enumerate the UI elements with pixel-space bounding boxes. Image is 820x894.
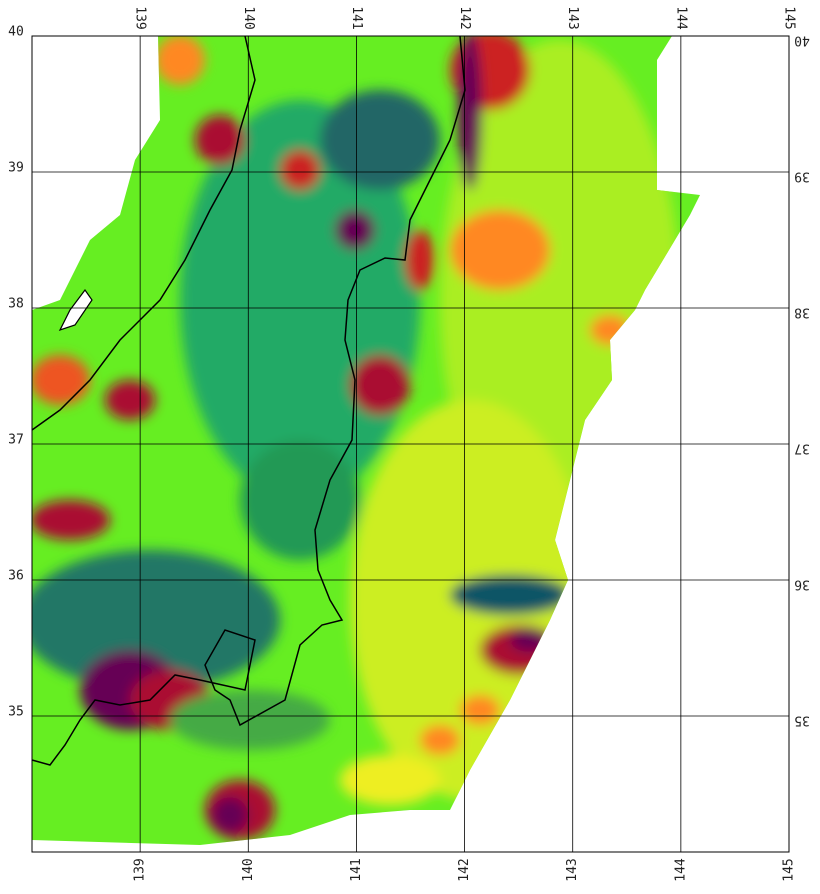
lat-label-right: 39	[794, 169, 810, 184]
lat-label-left: 40	[8, 25, 24, 40]
lat-label-right: 35	[794, 713, 810, 728]
anomaly-field	[32, 36, 700, 845]
coastline	[31, 35, 256, 431]
lat-label-right: 38	[794, 305, 810, 320]
lon-label-bottom: 141	[349, 858, 364, 881]
lon-label-bottom: 140	[241, 858, 256, 881]
lon-label-top: 144	[673, 6, 688, 30]
lon-label-bottom: 145	[782, 858, 797, 881]
lon-label-bottom: 139	[133, 858, 148, 881]
lon-label-bottom: 143	[565, 858, 580, 881]
lat-label-right: 40	[794, 33, 810, 48]
lon-label-bottom: 142	[457, 858, 472, 881]
lat-label-left: 38	[8, 297, 24, 312]
lat-label-right: 36	[794, 577, 810, 592]
lon-label-top: 140	[241, 6, 256, 29]
lat-label-left: 35	[8, 705, 24, 720]
lat-label-left: 36	[8, 569, 24, 584]
lon-label-top: 139	[133, 6, 148, 29]
lat-label-right: 37	[794, 441, 810, 456]
lon-label-top: 141	[349, 6, 364, 29]
lon-label-top: 143	[565, 6, 580, 29]
lon-label-bottom: 144	[673, 858, 688, 882]
lat-label-left: 37	[8, 433, 24, 448]
lat-label-left: 39	[8, 161, 24, 176]
lake	[58, 288, 93, 332]
lon-label-top: 145	[782, 6, 797, 29]
coastline	[31, 35, 466, 766]
lon-label-top: 142	[457, 6, 472, 29]
